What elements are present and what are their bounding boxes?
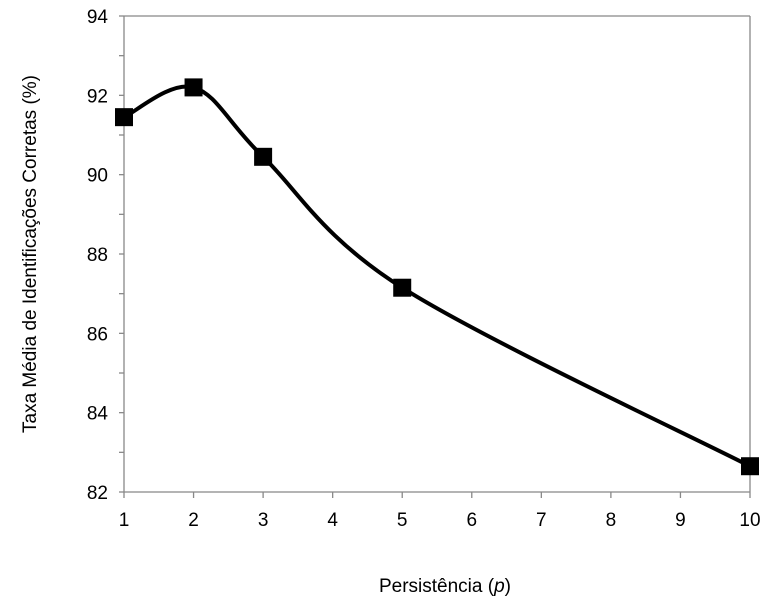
y-axis-ticks: 82 84 86 88 90 92 94 xyxy=(87,7,124,504)
x-tick-label: 4 xyxy=(327,510,338,531)
x-tick-label: 6 xyxy=(466,510,477,531)
y-tick-label: 88 xyxy=(87,245,108,266)
x-tick-label: 9 xyxy=(675,510,686,531)
x-tick-label: 7 xyxy=(536,510,547,531)
y-tick-label: 84 xyxy=(87,404,109,425)
data-markers xyxy=(115,78,759,476)
y-tick-label: 92 xyxy=(87,86,108,107)
x-tick-label: 3 xyxy=(258,510,269,531)
series-line xyxy=(122,84,752,469)
x-tick-label: 2 xyxy=(188,510,199,531)
x-axis-title: Persistência (p) xyxy=(379,576,511,597)
x-axis-ticks: 1 2 3 4 5 6 7 8 9 10 xyxy=(119,492,761,531)
y-tick-label: 90 xyxy=(87,166,108,187)
x-tick-label: 5 xyxy=(397,510,408,531)
data-point-marker xyxy=(184,78,203,97)
y-tick-label: 82 xyxy=(87,483,108,504)
y-tick-label: 86 xyxy=(87,324,108,345)
data-point-marker xyxy=(741,457,759,476)
x-tick-label: 1 xyxy=(119,510,130,531)
data-point-marker xyxy=(254,147,273,166)
x-tick-label: 8 xyxy=(606,510,617,531)
y-axis-title: Taxa Média de Identificações Corretas (%… xyxy=(20,75,41,433)
y-tick-label: 94 xyxy=(87,7,109,28)
x-tick-label: 10 xyxy=(739,510,760,531)
data-point-marker xyxy=(115,108,133,127)
data-point-marker xyxy=(393,278,412,297)
